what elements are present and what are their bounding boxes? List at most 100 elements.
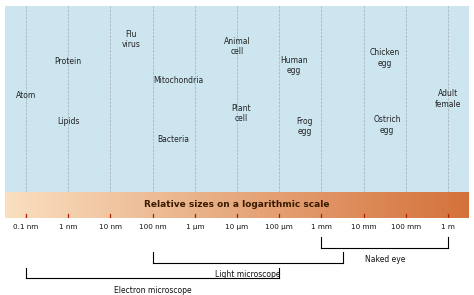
Bar	[342, 192, 345, 218]
Bar	[164, 192, 167, 218]
Bar	[282, 192, 284, 218]
Bar	[386, 192, 388, 218]
Bar	[324, 192, 326, 218]
Bar	[446, 192, 448, 218]
Bar	[102, 192, 105, 218]
Bar	[381, 192, 383, 218]
Bar	[383, 192, 385, 218]
Bar	[413, 192, 416, 218]
Bar	[110, 192, 112, 218]
Bar	[318, 192, 320, 218]
Bar	[158, 192, 160, 218]
Bar	[149, 192, 151, 218]
Text: Light microscope: Light microscope	[215, 270, 280, 279]
Bar	[361, 192, 363, 218]
Bar	[204, 192, 207, 218]
Bar	[171, 192, 173, 218]
Text: 10 mm: 10 mm	[351, 224, 376, 230]
Bar	[61, 192, 63, 218]
Bar	[274, 192, 276, 218]
Bar	[50, 192, 52, 218]
Bar	[358, 192, 360, 218]
Text: Atom: Atom	[16, 91, 36, 100]
Bar	[119, 192, 122, 218]
Bar	[186, 192, 188, 218]
Bar	[294, 192, 297, 218]
Bar	[152, 192, 154, 218]
Bar	[291, 192, 293, 218]
Bar	[56, 192, 58, 218]
Bar	[307, 192, 309, 218]
Bar	[127, 192, 129, 218]
Bar	[333, 192, 336, 218]
Bar	[6, 192, 9, 218]
Bar	[161, 192, 164, 218]
Bar	[189, 192, 191, 218]
Bar	[88, 192, 91, 218]
Bar	[434, 192, 436, 218]
Bar	[9, 192, 12, 218]
Bar	[249, 192, 252, 218]
Bar	[378, 192, 380, 218]
Bar	[255, 192, 258, 218]
Bar	[39, 192, 41, 218]
Bar	[175, 192, 177, 218]
Bar	[22, 192, 24, 218]
Bar	[398, 192, 401, 218]
Bar	[302, 192, 304, 218]
Bar	[201, 192, 204, 218]
Bar	[419, 192, 422, 218]
Text: 1 mm: 1 mm	[311, 224, 332, 230]
Bar	[327, 192, 329, 218]
Text: Ostrich
egg: Ostrich egg	[373, 115, 401, 135]
Bar	[181, 192, 183, 218]
Bar	[259, 192, 261, 218]
Bar	[177, 192, 179, 218]
Bar	[166, 192, 168, 218]
Bar	[74, 192, 77, 218]
Bar	[5, 192, 7, 218]
Bar	[16, 192, 18, 218]
Bar	[245, 192, 247, 218]
Text: Plant
cell: Plant cell	[231, 104, 251, 123]
Bar	[314, 192, 317, 218]
Bar	[126, 192, 128, 218]
Bar	[330, 192, 332, 218]
Bar	[101, 192, 103, 218]
Bar	[37, 192, 40, 218]
Bar	[71, 192, 74, 218]
Bar	[225, 192, 227, 218]
Bar	[234, 192, 237, 218]
Bar	[248, 192, 250, 218]
Bar	[124, 192, 127, 218]
Bar	[36, 192, 38, 218]
Bar	[283, 192, 286, 218]
Text: Adult
female: Adult female	[435, 89, 461, 109]
Bar	[451, 192, 453, 218]
Bar	[206, 192, 209, 218]
Bar	[415, 192, 418, 218]
Bar	[113, 192, 116, 218]
Bar	[232, 192, 235, 218]
Bar	[82, 192, 84, 218]
Bar	[288, 192, 291, 218]
Bar	[65, 192, 67, 218]
Bar	[146, 192, 148, 218]
Text: Bacteria: Bacteria	[158, 135, 190, 144]
Bar	[46, 192, 49, 218]
Bar	[109, 192, 111, 218]
Bar	[409, 192, 411, 218]
Bar	[91, 192, 94, 218]
Bar	[352, 192, 354, 218]
Bar	[40, 192, 43, 218]
Bar	[466, 192, 469, 218]
Bar	[328, 192, 331, 218]
Bar	[42, 192, 44, 218]
Bar	[430, 192, 433, 218]
Bar	[104, 192, 106, 218]
Bar	[67, 192, 69, 218]
Bar	[135, 192, 137, 218]
Bar	[139, 192, 142, 218]
Bar	[203, 192, 205, 218]
Bar	[320, 192, 323, 218]
